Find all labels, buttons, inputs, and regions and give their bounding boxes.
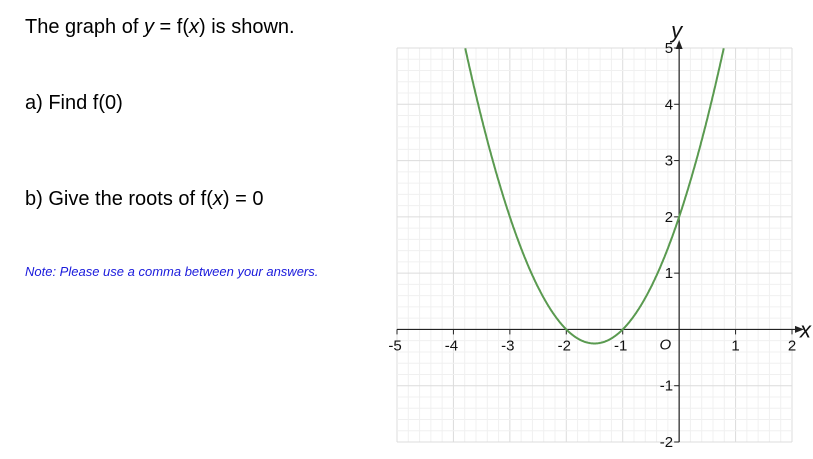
function-curve — [464, 48, 725, 345]
note: Note: Please use a comma between your an… — [25, 264, 319, 279]
part-a: a) Find f(0) — [25, 92, 123, 114]
y-tick-label: 4 — [665, 96, 673, 113]
part-b-text: ) = 0 — [222, 188, 264, 210]
var-x: x — [188, 16, 199, 38]
x-tick-label: -1 — [614, 337, 627, 354]
origin-label: O — [659, 336, 671, 353]
y-tick-label: 5 — [665, 40, 673, 57]
y-tick-label: 1 — [665, 265, 673, 282]
part-b: b) Give the roots of f(x) = 0 — [25, 188, 263, 211]
x-tick-label: 2 — [788, 337, 796, 354]
x-tick-label: 1 — [731, 337, 739, 354]
var-x: x — [212, 188, 223, 210]
x-axis-arrow-icon — [795, 325, 804, 333]
question-intro: The graph of y = f(x) is shown. — [25, 16, 295, 39]
x-axis-label: x — [799, 317, 812, 342]
part-b-text: b) Give the roots of f( — [25, 188, 213, 210]
x-tick-label: -5 — [388, 337, 401, 354]
x-tick-label: -4 — [445, 337, 458, 354]
intro-text: ) is shown. — [198, 16, 295, 38]
y-tick-label: 3 — [665, 153, 673, 170]
var-y: y — [143, 16, 154, 38]
y-tick-label: -2 — [660, 434, 673, 451]
x-tick-label: -2 — [558, 337, 571, 354]
y-axis-arrow-icon — [675, 40, 683, 49]
y-tick-label: 2 — [665, 209, 673, 226]
y-tick-label: -1 — [660, 378, 673, 395]
y-axis-label: y — [669, 18, 684, 43]
intro-text: The graph of — [25, 16, 144, 38]
x-tick-label: -3 — [501, 337, 514, 354]
intro-text: = f( — [153, 16, 189, 38]
